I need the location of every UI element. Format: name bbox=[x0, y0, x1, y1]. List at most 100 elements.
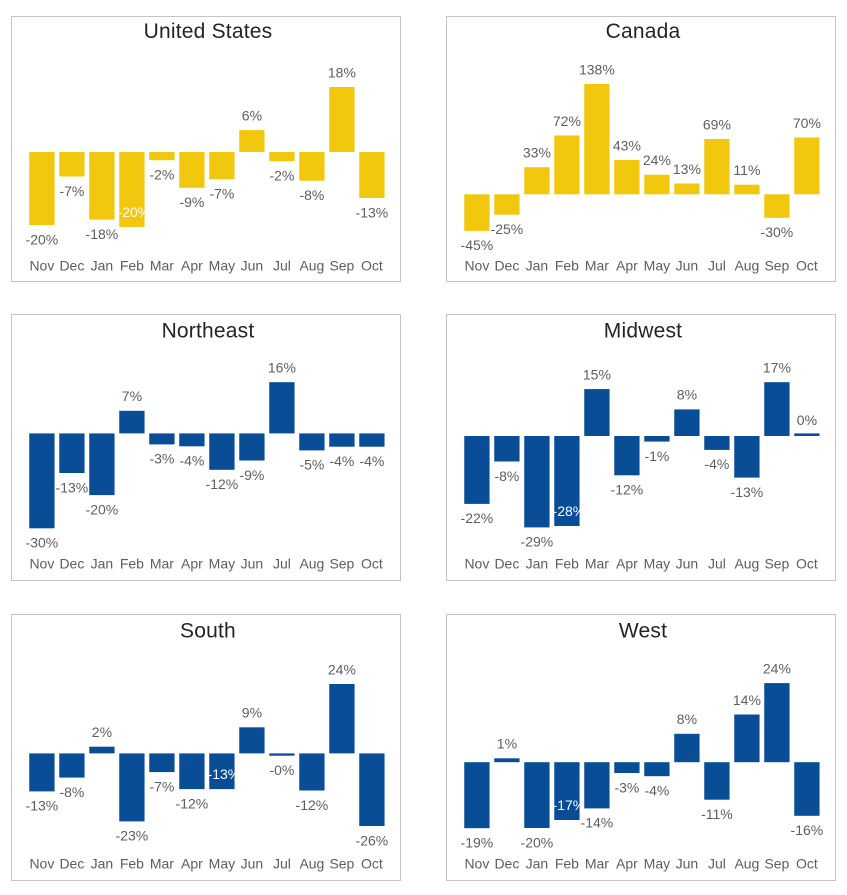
svg-text:United States: United States bbox=[144, 20, 273, 43]
svg-text:-8%: -8% bbox=[494, 468, 519, 484]
svg-text:Sep: Sep bbox=[329, 555, 354, 571]
svg-text:-2%: -2% bbox=[269, 168, 294, 184]
svg-text:Jun: Jun bbox=[241, 257, 264, 273]
svg-text:Jan: Jan bbox=[526, 257, 549, 273]
svg-text:Jun: Jun bbox=[676, 555, 699, 571]
svg-text:16%: 16% bbox=[268, 360, 296, 376]
svg-text:15%: 15% bbox=[583, 366, 611, 382]
svg-text:Jul: Jul bbox=[273, 257, 291, 273]
svg-text:Dec: Dec bbox=[494, 555, 519, 571]
svg-text:2%: 2% bbox=[92, 724, 112, 740]
svg-text:13%: 13% bbox=[673, 161, 701, 177]
svg-text:-4%: -4% bbox=[329, 453, 354, 469]
svg-text:8%: 8% bbox=[677, 387, 697, 403]
svg-text:Dec: Dec bbox=[59, 555, 84, 571]
svg-text:-4%: -4% bbox=[359, 453, 384, 469]
svg-text:Aug: Aug bbox=[299, 855, 324, 871]
svg-text:Oct: Oct bbox=[796, 257, 818, 273]
svg-text:6%: 6% bbox=[242, 107, 262, 123]
svg-text:-20%: -20% bbox=[26, 231, 59, 247]
svg-text:Apr: Apr bbox=[181, 855, 203, 871]
svg-text:May: May bbox=[209, 257, 235, 273]
svg-text:-20%: -20% bbox=[86, 501, 119, 517]
svg-text:-9%: -9% bbox=[239, 467, 264, 483]
svg-text:Oct: Oct bbox=[361, 855, 383, 871]
svg-text:-22%: -22% bbox=[461, 510, 494, 526]
svg-text:Jul: Jul bbox=[273, 855, 291, 871]
svg-text:Mar: Mar bbox=[150, 555, 174, 571]
svg-text:-9%: -9% bbox=[179, 194, 204, 210]
svg-text:Jul: Jul bbox=[708, 257, 726, 273]
svg-text:Aug: Aug bbox=[299, 555, 324, 571]
svg-text:14%: 14% bbox=[733, 692, 761, 708]
svg-text:-23%: -23% bbox=[116, 828, 149, 844]
svg-text:-19%: -19% bbox=[461, 835, 494, 851]
svg-text:Nov: Nov bbox=[29, 855, 54, 871]
svg-text:-13%: -13% bbox=[56, 479, 89, 495]
svg-text:Apr: Apr bbox=[181, 555, 203, 571]
svg-text:Jun: Jun bbox=[241, 555, 264, 571]
svg-text:Aug: Aug bbox=[734, 555, 759, 571]
svg-text:Apr: Apr bbox=[616, 257, 638, 273]
svg-text:Sep: Sep bbox=[329, 855, 354, 871]
svg-text:-11%: -11% bbox=[701, 806, 733, 822]
svg-text:-30%: -30% bbox=[26, 535, 59, 551]
svg-text:Mar: Mar bbox=[585, 257, 609, 273]
svg-text:Mar: Mar bbox=[585, 555, 609, 571]
svg-text:Nov: Nov bbox=[464, 855, 489, 871]
svg-text:Feb: Feb bbox=[120, 555, 144, 571]
svg-text:Midwest: Midwest bbox=[604, 319, 682, 342]
svg-text:0%: 0% bbox=[797, 412, 817, 428]
svg-text:Aug: Aug bbox=[734, 855, 759, 871]
svg-text:Apr: Apr bbox=[616, 555, 638, 571]
svg-text:43%: 43% bbox=[613, 137, 641, 153]
svg-text:-16%: -16% bbox=[791, 822, 824, 838]
svg-text:-7%: -7% bbox=[209, 186, 234, 202]
svg-text:-8%: -8% bbox=[59, 784, 84, 800]
svg-text:Oct: Oct bbox=[361, 555, 383, 571]
svg-text:Nov: Nov bbox=[464, 257, 489, 273]
svg-text:Sep: Sep bbox=[329, 257, 354, 273]
svg-text:1%: 1% bbox=[497, 736, 517, 752]
svg-text:Nov: Nov bbox=[29, 257, 54, 273]
svg-text:May: May bbox=[209, 555, 235, 571]
svg-text:Dec: Dec bbox=[494, 257, 519, 273]
svg-text:Jan: Jan bbox=[91, 855, 114, 871]
svg-text:24%: 24% bbox=[328, 661, 356, 677]
svg-text:Jul: Jul bbox=[708, 855, 726, 871]
svg-text:-12%: -12% bbox=[176, 795, 209, 811]
svg-text:Apr: Apr bbox=[181, 257, 203, 273]
svg-text:Oct: Oct bbox=[796, 855, 818, 871]
svg-text:Northeast: Northeast bbox=[162, 319, 255, 342]
svg-text:-45%: -45% bbox=[461, 237, 494, 253]
svg-text:Jan: Jan bbox=[526, 555, 549, 571]
svg-text:69%: 69% bbox=[703, 116, 731, 132]
svg-text:-4%: -4% bbox=[704, 456, 729, 472]
svg-text:Canada: Canada bbox=[606, 20, 681, 43]
svg-text:Mar: Mar bbox=[585, 855, 609, 871]
svg-text:9%: 9% bbox=[242, 705, 262, 721]
svg-text:-30%: -30% bbox=[761, 224, 794, 240]
svg-text:138%: 138% bbox=[579, 61, 615, 77]
svg-text:Feb: Feb bbox=[555, 257, 579, 273]
svg-text:May: May bbox=[644, 855, 670, 871]
svg-text:Apr: Apr bbox=[616, 855, 638, 871]
svg-text:Feb: Feb bbox=[555, 555, 579, 571]
svg-text:Nov: Nov bbox=[464, 555, 489, 571]
svg-text:8%: 8% bbox=[677, 711, 697, 727]
svg-text:72%: 72% bbox=[553, 113, 581, 129]
svg-text:-25%: -25% bbox=[491, 221, 524, 237]
svg-text:-29%: -29% bbox=[521, 534, 554, 550]
svg-text:Jan: Jan bbox=[91, 555, 114, 571]
svg-text:-13%: -13% bbox=[356, 204, 389, 220]
svg-text:-3%: -3% bbox=[614, 779, 639, 795]
svg-text:-13%: -13% bbox=[731, 484, 764, 500]
svg-text:7%: 7% bbox=[122, 388, 142, 404]
svg-text:Mar: Mar bbox=[150, 855, 174, 871]
svg-text:-20%: -20% bbox=[118, 204, 151, 220]
svg-text:-17%: -17% bbox=[553, 797, 586, 813]
svg-text:-14%: -14% bbox=[581, 815, 614, 831]
svg-text:Oct: Oct bbox=[361, 257, 383, 273]
svg-text:-3%: -3% bbox=[149, 451, 174, 467]
svg-text:May: May bbox=[644, 257, 670, 273]
